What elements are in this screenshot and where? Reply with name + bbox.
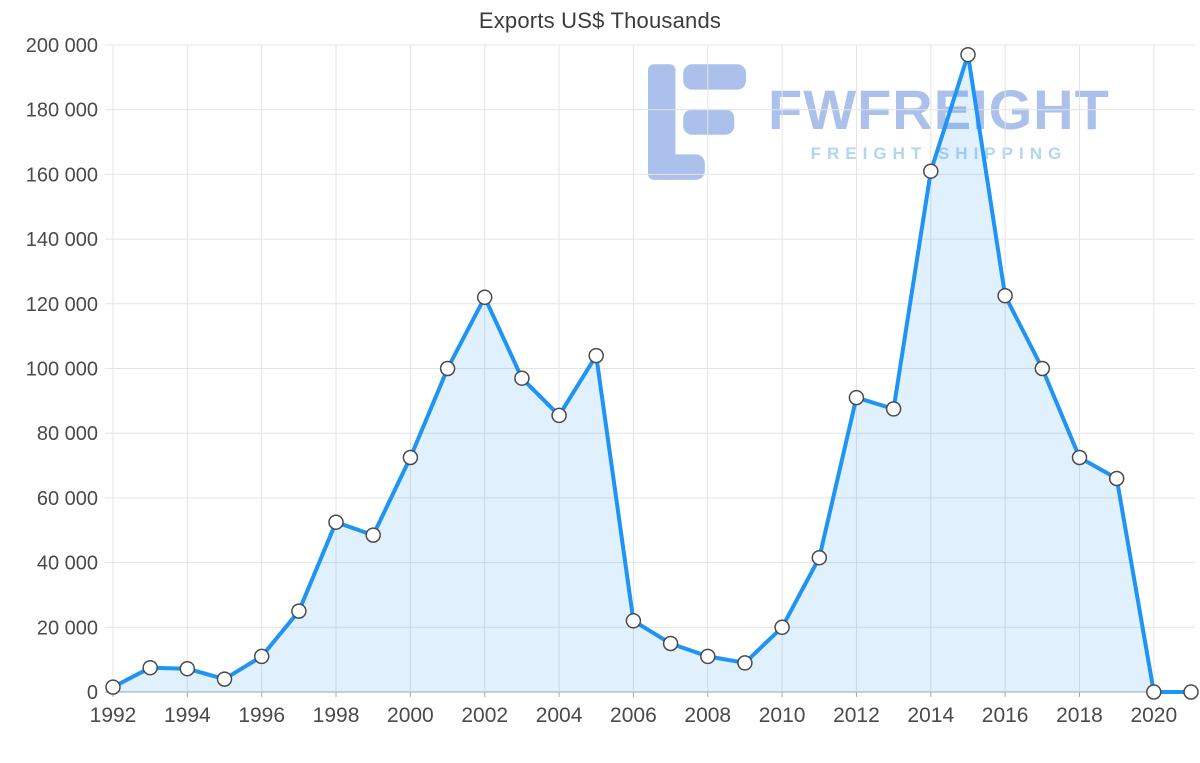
data-point[interactable] bbox=[811, 549, 828, 566]
x-tick-label: 2008 bbox=[684, 704, 731, 727]
y-tick-label: 140 000 bbox=[26, 229, 98, 251]
x-tick-label: 1996 bbox=[238, 704, 285, 727]
data-point[interactable] bbox=[253, 648, 270, 665]
data-point[interactable] bbox=[960, 46, 976, 63]
x-tick-label: 2016 bbox=[982, 704, 1029, 727]
x-tick-label: 2004 bbox=[536, 704, 583, 727]
data-point[interactable] bbox=[700, 648, 716, 665]
data-point[interactable] bbox=[588, 347, 604, 364]
data-point[interactable] bbox=[625, 613, 642, 629]
y-tick-label: 100 000 bbox=[26, 359, 98, 381]
x-tick-label: 1994 bbox=[164, 704, 211, 727]
x-tick-label: 1998 bbox=[313, 704, 360, 727]
y-tick-label: 180 000 bbox=[26, 100, 98, 122]
area-fill bbox=[113, 54, 1191, 692]
x-tick-label: 2002 bbox=[461, 704, 508, 727]
data-point[interactable] bbox=[291, 603, 307, 619]
data-point[interactable] bbox=[365, 527, 381, 543]
data-point[interactable] bbox=[1146, 684, 1162, 700]
data-point[interactable] bbox=[1034, 360, 1051, 377]
data-point[interactable] bbox=[514, 370, 530, 386]
data-point[interactable] bbox=[216, 671, 233, 687]
x-tick-label: 2006 bbox=[610, 704, 657, 727]
data-point[interactable] bbox=[1108, 470, 1125, 487]
data-point[interactable] bbox=[179, 660, 196, 677]
data-point[interactable] bbox=[142, 659, 158, 676]
data-point[interactable] bbox=[737, 655, 753, 671]
data-point[interactable] bbox=[662, 635, 679, 652]
x-tick-label: 2018 bbox=[1056, 704, 1103, 727]
x-tick-label: 2020 bbox=[1130, 704, 1177, 727]
chart-title: Exports US$ Thousands bbox=[478, 8, 722, 33]
y-tick-label: 120 000 bbox=[26, 294, 98, 316]
trend-line bbox=[111, 52, 1193, 694]
y-tick-label: 80 000 bbox=[37, 423, 98, 445]
x-tick-label: 2010 bbox=[759, 704, 806, 727]
y-tick-label: 20 000 bbox=[37, 617, 98, 639]
x-tick-label: 2012 bbox=[833, 704, 880, 727]
y-tick-label: 200 000 bbox=[26, 35, 98, 57]
y-tick-label: 60 000 bbox=[37, 488, 98, 510]
y-tick-label: 0 bbox=[87, 682, 98, 704]
data-point[interactable] bbox=[774, 619, 790, 636]
data-point[interactable] bbox=[923, 163, 939, 179]
y-tick-label: 160 000 bbox=[26, 164, 98, 186]
data-point[interactable] bbox=[885, 401, 902, 417]
data-point[interactable] bbox=[1183, 684, 1199, 700]
x-tick-label: 1992 bbox=[90, 704, 137, 727]
data-point[interactable] bbox=[328, 514, 344, 530]
x-tick-label: 2000 bbox=[387, 704, 434, 727]
data-point[interactable] bbox=[439, 360, 456, 377]
data-point[interactable] bbox=[551, 407, 567, 424]
data-point[interactable] bbox=[105, 679, 121, 695]
data-point[interactable] bbox=[1071, 449, 1088, 466]
data-point[interactable] bbox=[476, 289, 493, 306]
data-point[interactable] bbox=[848, 389, 865, 406]
data-point[interactable] bbox=[402, 449, 419, 466]
data-point[interactable] bbox=[997, 287, 1013, 304]
x-tick-label: 2014 bbox=[907, 704, 954, 727]
y-tick-label: 40 000 bbox=[37, 553, 98, 575]
